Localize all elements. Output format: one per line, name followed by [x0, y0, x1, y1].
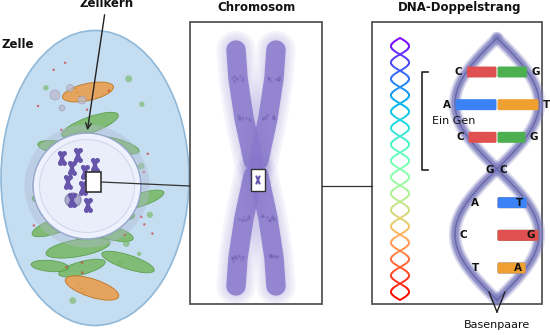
Ellipse shape	[102, 251, 154, 273]
Ellipse shape	[40, 139, 135, 232]
Text: DNA-Doppelstrang: DNA-Doppelstrang	[398, 1, 522, 14]
Ellipse shape	[65, 266, 68, 268]
Ellipse shape	[37, 105, 39, 107]
Ellipse shape	[52, 69, 55, 71]
Ellipse shape	[125, 75, 132, 82]
FancyBboxPatch shape	[498, 230, 538, 241]
Ellipse shape	[105, 196, 108, 199]
Ellipse shape	[32, 213, 84, 237]
Ellipse shape	[116, 190, 164, 210]
Ellipse shape	[91, 136, 139, 154]
Ellipse shape	[59, 105, 65, 111]
Text: T: T	[516, 198, 524, 208]
Bar	[190, 22, 322, 304]
Ellipse shape	[1, 30, 189, 326]
Ellipse shape	[138, 163, 145, 169]
Ellipse shape	[139, 102, 145, 107]
Ellipse shape	[38, 140, 82, 155]
Ellipse shape	[83, 222, 133, 242]
Text: C: C	[500, 165, 508, 175]
Bar	[372, 22, 542, 304]
Text: Basenpaare: Basenpaare	[464, 320, 530, 330]
Bar	[85, 172, 101, 192]
Ellipse shape	[59, 259, 105, 277]
Ellipse shape	[117, 261, 123, 266]
Ellipse shape	[137, 252, 141, 256]
Ellipse shape	[65, 146, 71, 151]
Ellipse shape	[63, 82, 113, 102]
FancyBboxPatch shape	[469, 132, 497, 143]
Text: G: G	[532, 67, 540, 77]
Ellipse shape	[123, 240, 130, 247]
FancyBboxPatch shape	[455, 99, 497, 110]
Text: T: T	[543, 100, 550, 110]
Ellipse shape	[64, 62, 67, 64]
Ellipse shape	[33, 133, 141, 239]
Text: C: C	[459, 230, 466, 240]
FancyBboxPatch shape	[498, 99, 538, 110]
Ellipse shape	[123, 196, 125, 198]
Ellipse shape	[142, 171, 145, 173]
FancyBboxPatch shape	[498, 263, 526, 273]
Text: Zelle: Zelle	[2, 38, 35, 51]
Ellipse shape	[36, 178, 114, 206]
Ellipse shape	[250, 163, 262, 173]
Ellipse shape	[86, 109, 89, 111]
Text: G: G	[486, 165, 494, 175]
FancyBboxPatch shape	[498, 132, 525, 143]
Ellipse shape	[31, 260, 69, 272]
FancyBboxPatch shape	[467, 67, 497, 77]
FancyBboxPatch shape	[498, 263, 526, 273]
Ellipse shape	[88, 149, 128, 161]
Ellipse shape	[143, 223, 146, 226]
Ellipse shape	[140, 216, 142, 218]
Ellipse shape	[147, 212, 153, 218]
Text: C: C	[455, 67, 463, 77]
Ellipse shape	[65, 199, 135, 221]
Ellipse shape	[50, 222, 54, 227]
Text: T: T	[472, 263, 479, 273]
Ellipse shape	[32, 194, 72, 206]
Ellipse shape	[65, 193, 81, 207]
Ellipse shape	[78, 96, 86, 104]
Text: G: G	[530, 132, 538, 142]
Text: A: A	[443, 100, 451, 110]
Text: Chromosom: Chromosom	[217, 1, 295, 14]
Ellipse shape	[81, 261, 83, 264]
Ellipse shape	[60, 129, 63, 131]
Bar	[251, 169, 265, 191]
Ellipse shape	[85, 145, 92, 152]
Ellipse shape	[43, 85, 48, 90]
Text: Ein Gen: Ein Gen	[432, 116, 475, 126]
Text: G: G	[526, 230, 535, 240]
Ellipse shape	[32, 224, 35, 227]
Ellipse shape	[61, 228, 64, 230]
FancyBboxPatch shape	[498, 197, 527, 208]
Text: A: A	[514, 263, 522, 273]
Text: Zellkern: Zellkern	[80, 0, 134, 10]
Ellipse shape	[146, 152, 149, 155]
Ellipse shape	[46, 238, 110, 258]
Ellipse shape	[81, 271, 84, 274]
Ellipse shape	[123, 233, 126, 236]
FancyBboxPatch shape	[498, 67, 527, 77]
FancyBboxPatch shape	[498, 230, 538, 241]
FancyBboxPatch shape	[498, 197, 527, 208]
Ellipse shape	[65, 276, 119, 300]
Ellipse shape	[67, 84, 74, 91]
Ellipse shape	[108, 89, 110, 92]
Text: C: C	[456, 132, 464, 142]
Text: A: A	[471, 198, 478, 208]
Ellipse shape	[151, 232, 153, 235]
Ellipse shape	[62, 112, 118, 138]
Ellipse shape	[91, 198, 94, 200]
Ellipse shape	[50, 90, 60, 100]
Ellipse shape	[69, 297, 76, 304]
Ellipse shape	[50, 193, 54, 197]
